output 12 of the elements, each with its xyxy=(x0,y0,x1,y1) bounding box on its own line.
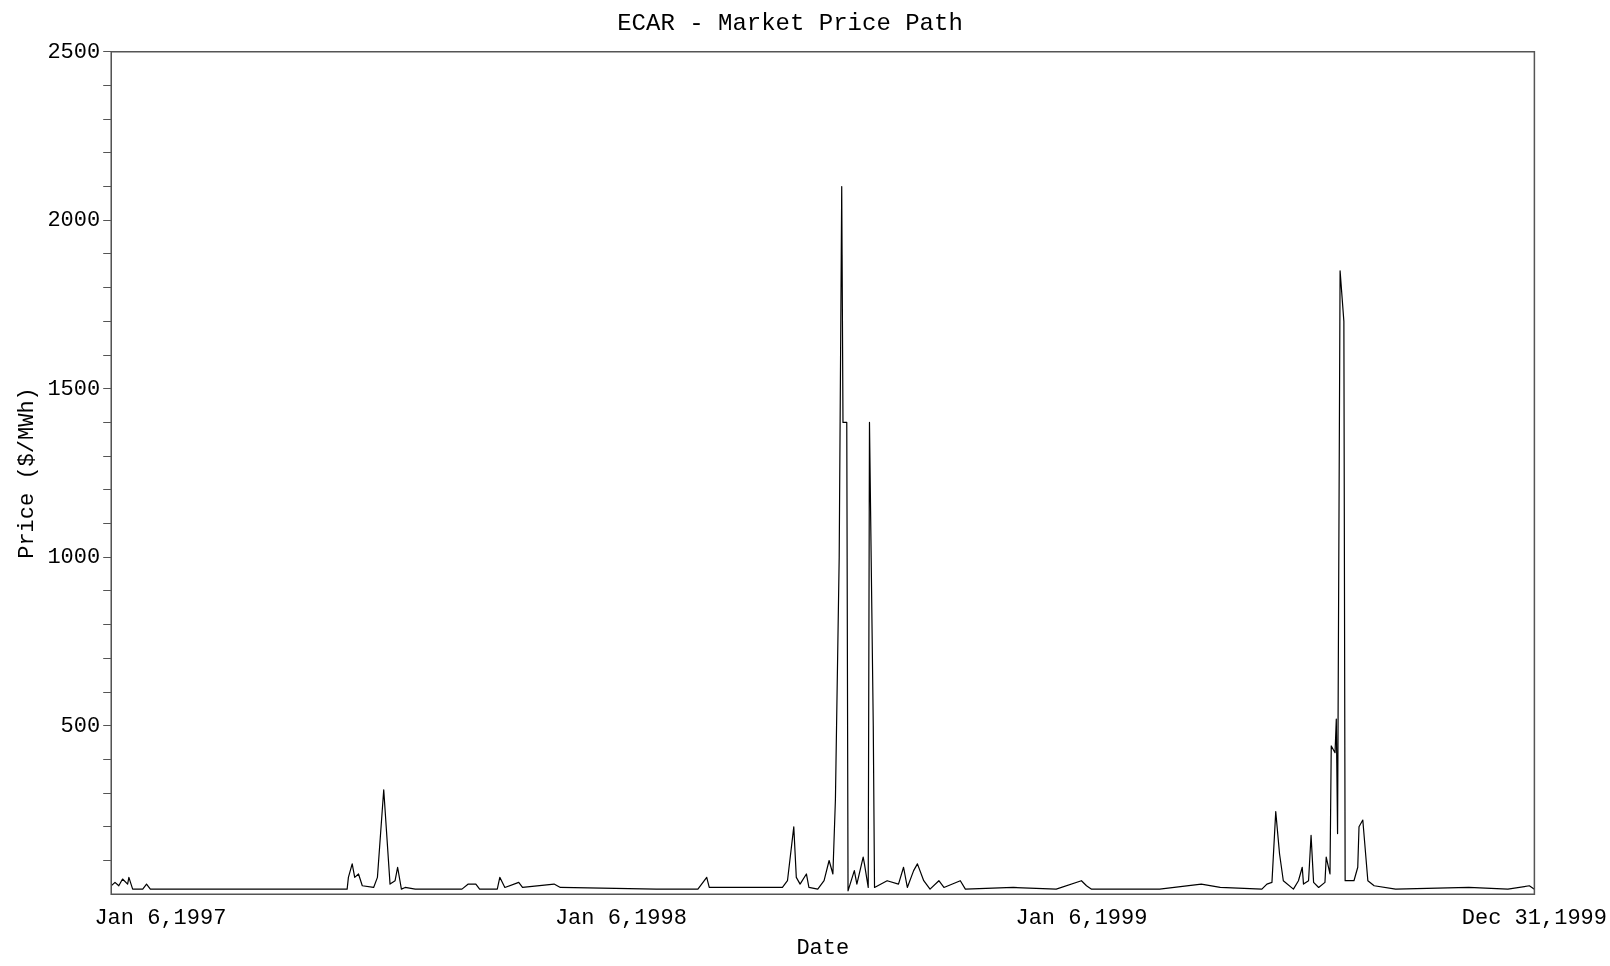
y-tick-label: 500 xyxy=(60,713,101,739)
x-tick-label: Jan 6,1998 xyxy=(554,906,687,932)
x-tick-label: Dec 31,1999 xyxy=(1461,906,1608,932)
y-tick-label: 1500 xyxy=(47,376,101,402)
x-tick-label: Jan 6,1999 xyxy=(1015,906,1148,932)
x-tick-label: Jan 6,1997 xyxy=(94,906,227,932)
y-axis-title: Price ($/MWh) xyxy=(15,387,41,559)
chart-title: ECAR - Market Price Path xyxy=(617,9,963,37)
y-tick-label: 1000 xyxy=(47,545,101,571)
x-axis-title: Date xyxy=(796,935,850,961)
y-tick-label: 2000 xyxy=(47,208,101,234)
y-tick-label: 2500 xyxy=(47,39,101,65)
